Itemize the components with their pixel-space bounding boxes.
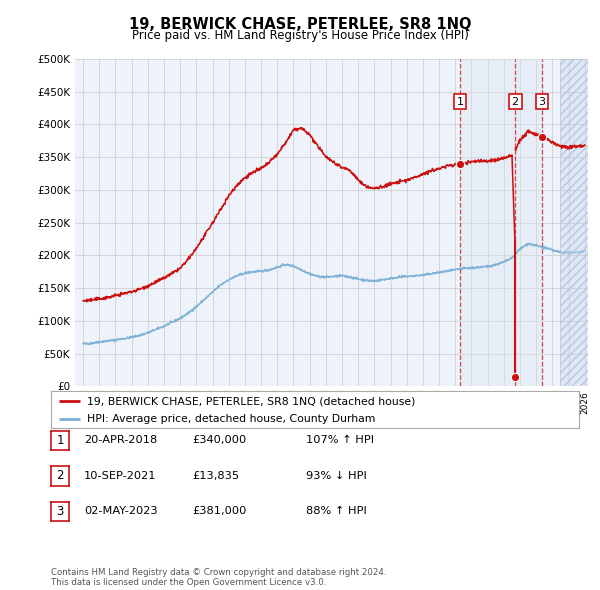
- Bar: [460, 59, 517, 386]
- Text: 88% ↑ HPI: 88% ↑ HPI: [306, 506, 367, 516]
- Text: 107% ↑ HPI: 107% ↑ HPI: [306, 435, 374, 445]
- Text: 3: 3: [56, 504, 64, 518]
- Text: 1: 1: [457, 97, 464, 107]
- Text: 93% ↓ HPI: 93% ↓ HPI: [306, 471, 367, 480]
- Text: 19, BERWICK CHASE, PETERLEE, SR8 1NQ: 19, BERWICK CHASE, PETERLEE, SR8 1NQ: [129, 17, 471, 31]
- Text: 2: 2: [512, 97, 519, 107]
- Bar: [560, 59, 588, 386]
- Text: 20-APR-2018: 20-APR-2018: [84, 435, 157, 445]
- Text: £340,000: £340,000: [192, 435, 246, 445]
- Text: Price paid vs. HM Land Registry's House Price Index (HPI): Price paid vs. HM Land Registry's House …: [131, 30, 469, 42]
- Text: 10-SEP-2021: 10-SEP-2021: [84, 471, 157, 480]
- Bar: [515, 59, 544, 386]
- Text: 2: 2: [56, 469, 64, 483]
- Text: £381,000: £381,000: [192, 506, 247, 516]
- Text: 1: 1: [56, 434, 64, 447]
- Text: 19, BERWICK CHASE, PETERLEE, SR8 1NQ (detached house): 19, BERWICK CHASE, PETERLEE, SR8 1NQ (de…: [87, 396, 415, 406]
- Bar: [560, 59, 588, 386]
- Text: £13,835: £13,835: [192, 471, 239, 480]
- Text: 3: 3: [538, 97, 545, 107]
- Text: HPI: Average price, detached house, County Durham: HPI: Average price, detached house, Coun…: [87, 414, 375, 424]
- Text: Contains HM Land Registry data © Crown copyright and database right 2024.
This d: Contains HM Land Registry data © Crown c…: [51, 568, 386, 587]
- Text: 02-MAY-2023: 02-MAY-2023: [84, 506, 158, 516]
